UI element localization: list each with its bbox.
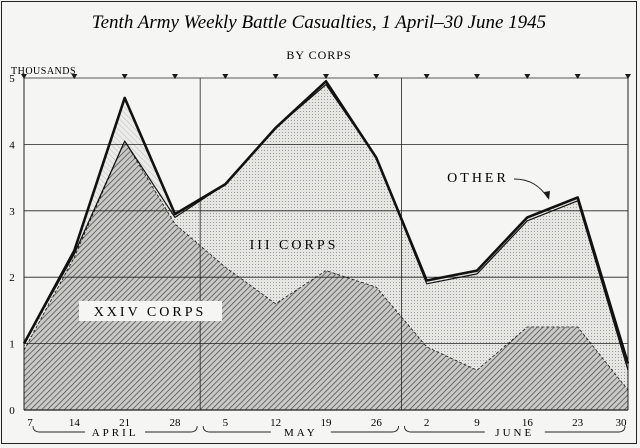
- y-tick-label: 3: [9, 206, 15, 218]
- area-xxiv-corps: [24, 141, 628, 410]
- x-tick-label: 5: [223, 417, 229, 429]
- x-tick-label: 23: [572, 417, 584, 429]
- month-bracket-left: [32, 425, 86, 433]
- top-tick-marker: [373, 74, 380, 79]
- series-label-iii-corps: III CORPS: [250, 238, 339, 253]
- month-label: MAY: [284, 427, 318, 439]
- series-label-xxiv-corps: XXIV CORPS: [94, 305, 207, 320]
- x-tick-label: 2: [424, 417, 430, 429]
- y-axis-label: THOUSANDS: [11, 66, 76, 77]
- gridlines: [21, 74, 631, 411]
- top-tick-marker: [524, 74, 531, 79]
- chart-subtitle: BY CORPS: [286, 48, 351, 62]
- top-tick-marker: [474, 74, 480, 79]
- casualties-chart: Tenth Army Weekly Battle Casualties, 1 A…: [9, 12, 631, 439]
- top-tick-marker: [574, 74, 581, 79]
- line-iii-corps: [23, 84, 629, 371]
- month-bracket-right: [330, 425, 399, 433]
- month-bracket-right: [145, 425, 198, 433]
- x-tick-labels: 7 14 21 28 5 12 19 26 2 9 16 23 30: [27, 417, 627, 429]
- other-pointer-arrow: [513, 178, 549, 199]
- month-bracket-left: [404, 425, 485, 433]
- y-tick-label: 5: [9, 73, 15, 85]
- top-tick-marker: [423, 74, 430, 79]
- x-tick-label: 19: [321, 417, 333, 429]
- y-tick-label: 0: [9, 405, 15, 417]
- y-tick-label: 2: [9, 272, 15, 284]
- series-lines: [22, 80, 630, 391]
- x-tick-label: 26: [371, 417, 383, 429]
- month-bracket-left: [202, 425, 271, 433]
- top-tick-marker: [272, 74, 279, 79]
- y-tick-labels: 0 1 2 3 4 5: [9, 73, 15, 417]
- month-labels: APRIL MAY JUNE: [32, 425, 626, 439]
- series-label-other: OTHER: [447, 171, 509, 186]
- y-tick-label: 1: [9, 339, 15, 351]
- series-labels: XXIV CORPS III CORPS OTHER: [79, 168, 550, 321]
- month-label: JUNE: [495, 427, 534, 439]
- y-tick-label: 4: [9, 139, 15, 151]
- chart-title: Tenth Army Weekly Battle Casualties, 1 A…: [92, 12, 546, 33]
- month-bracket-right: [544, 425, 626, 433]
- x-tick-label: 12: [270, 417, 281, 429]
- x-tick-label: 9: [474, 417, 480, 429]
- top-tick-marker: [71, 74, 78, 79]
- top-tick-marker: [172, 74, 178, 79]
- arrowhead-icon: [544, 191, 550, 200]
- top-tick-marker: [323, 74, 329, 79]
- x-tick-label: 7: [27, 417, 33, 429]
- area-iii-corps: [24, 84, 628, 391]
- x-tick-label: 21: [119, 417, 130, 429]
- top-tick-marker: [121, 74, 128, 79]
- line-other: [22, 80, 630, 364]
- top-tick-marker: [625, 74, 631, 79]
- month-label: APRIL: [92, 427, 139, 439]
- x-tick-label: 28: [170, 417, 182, 429]
- x-tick-label: 14: [69, 417, 81, 429]
- x-tick-label: 16: [522, 417, 534, 429]
- top-tick-marker: [222, 74, 229, 79]
- area-layers: [24, 81, 628, 410]
- top-tick-marker: [21, 74, 27, 79]
- x-tick-label: 30: [616, 417, 628, 429]
